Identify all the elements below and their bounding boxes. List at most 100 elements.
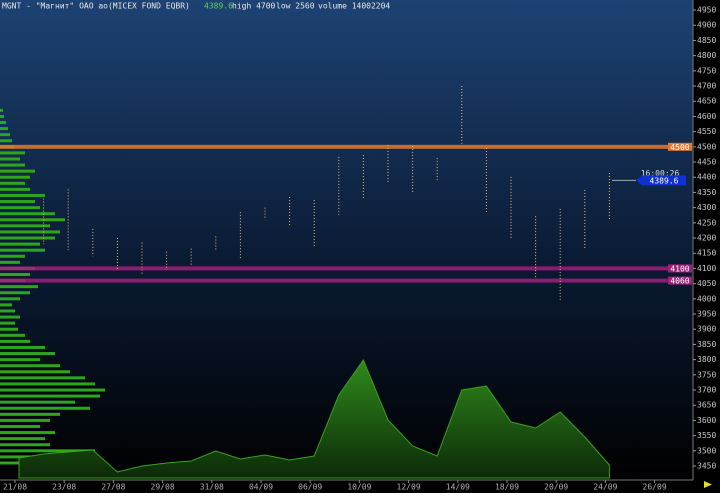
profile-bar: [0, 121, 6, 125]
profile-bar: [0, 163, 25, 167]
profile-bar: [0, 412, 60, 416]
y-tick-label: 4300: [697, 203, 716, 212]
y-tick-label: 4700: [697, 82, 716, 91]
y-tick-label: 4050: [697, 279, 716, 288]
profile-bar: [0, 236, 55, 240]
y-tick-label: 4000: [697, 294, 716, 303]
x-tick-label: 14/09: [446, 483, 470, 492]
axis-background: [0, 480, 693, 493]
x-tick-label: 12/09: [397, 483, 421, 492]
y-tick-label: 3600: [697, 416, 716, 425]
y-tick-label: 3550: [697, 431, 716, 440]
profile-bar: [0, 339, 30, 343]
profile-bar: [0, 297, 20, 301]
y-tick-label: 4950: [697, 6, 716, 15]
x-tick-label: 06/09: [298, 483, 322, 492]
level-line: [0, 144, 668, 149]
level-tag: [668, 142, 692, 151]
y-tick-label: 4350: [697, 188, 716, 197]
x-tick-label: 18/09: [495, 483, 519, 492]
profile-bar: [0, 206, 40, 210]
y-tick-label: 3500: [697, 446, 716, 455]
x-tick-label: 27/08: [101, 483, 125, 492]
y-tick-label: 4100: [697, 264, 716, 273]
y-tick-label: 3900: [697, 325, 716, 334]
y-tick-label: 3950: [697, 310, 716, 319]
level-line: [0, 266, 668, 271]
profile-bar: [0, 364, 60, 368]
profile-bar: [0, 114, 4, 118]
level-tag: [668, 276, 692, 285]
y-tick-label: 4850: [697, 36, 716, 45]
profile-bar: [0, 108, 3, 112]
profile-bar: [0, 175, 30, 179]
profile-bar: [0, 315, 20, 319]
level-line: [0, 278, 668, 283]
y-tick-label: 4450: [697, 158, 716, 167]
profile-bar: [0, 218, 65, 222]
profile-bar: [0, 309, 15, 313]
level-label: 4500: [670, 143, 689, 152]
x-tick-label: 29/08: [151, 483, 175, 492]
profile-bar: [0, 437, 45, 441]
profile-bar: [0, 291, 30, 295]
profile-bar: [0, 193, 45, 197]
y-tick-label: 4650: [697, 97, 716, 106]
profile-bar: [0, 333, 25, 337]
chart-title: MGNT - "Магнит" ОАО ао(MICEX FOND EQBR): [2, 2, 190, 11]
y-tick-label: 4750: [697, 66, 716, 75]
level-label: 4100: [670, 264, 689, 273]
level-tag: [668, 264, 692, 273]
y-tick-label: 3450: [697, 462, 716, 471]
profile-bar: [0, 157, 20, 161]
profile-bar: [0, 370, 70, 374]
profile-bar: [0, 388, 105, 392]
y-tick-label: 3800: [697, 355, 716, 364]
time-label: 16:00:26: [641, 169, 680, 178]
x-tick-label: 21/08: [3, 483, 27, 492]
level-label: 4060: [670, 277, 689, 286]
profile-bar: [0, 327, 18, 331]
y-tick-label: 4200: [697, 234, 716, 243]
profile-bar: [0, 273, 30, 277]
scroll-marker[interactable]: [704, 481, 712, 488]
profile-bar: [0, 254, 25, 258]
profile-bar: [0, 200, 35, 204]
volume-label: volume 14002204: [318, 2, 390, 11]
profile-bar: [0, 303, 12, 307]
y-tick-label: 3700: [697, 386, 716, 395]
profile-bar: [0, 345, 45, 349]
profile-bar: [0, 358, 40, 362]
high-label: high 4700: [232, 2, 276, 11]
profile-bar: [0, 139, 12, 143]
profile-bar: [0, 260, 20, 264]
profile-bar: [0, 394, 100, 398]
profile-bar: [0, 321, 15, 325]
y-tick-label: 3850: [697, 340, 716, 349]
profile-bar: [0, 449, 95, 453]
profile-bar: [0, 418, 50, 422]
profile-bar: [0, 181, 25, 185]
price-bubble: [636, 175, 686, 186]
profile-bar: [0, 352, 55, 356]
volume-area: [18, 358, 610, 479]
profile-bar: [0, 224, 50, 228]
x-tick-label: 20/09: [544, 483, 568, 492]
profile-bar: [0, 406, 90, 410]
x-tick-label: 24/09: [593, 483, 617, 492]
profile-bar: [0, 248, 45, 252]
profile-bar: [0, 376, 85, 380]
profile-bar: [0, 431, 55, 435]
y-tick-label: 4600: [697, 112, 716, 121]
y-tick-label: 4800: [697, 51, 716, 60]
profile-bar: [0, 242, 40, 246]
y-tick-label: 4150: [697, 249, 716, 258]
profile-bar: [0, 169, 35, 173]
profile-bar: [0, 133, 10, 137]
x-tick-label: 26/09: [643, 483, 667, 492]
profile-bar: [0, 285, 38, 289]
price-label: 4389.6: [650, 176, 679, 185]
profile-bar: [0, 127, 8, 131]
y-tick-label: 4900: [697, 21, 716, 30]
